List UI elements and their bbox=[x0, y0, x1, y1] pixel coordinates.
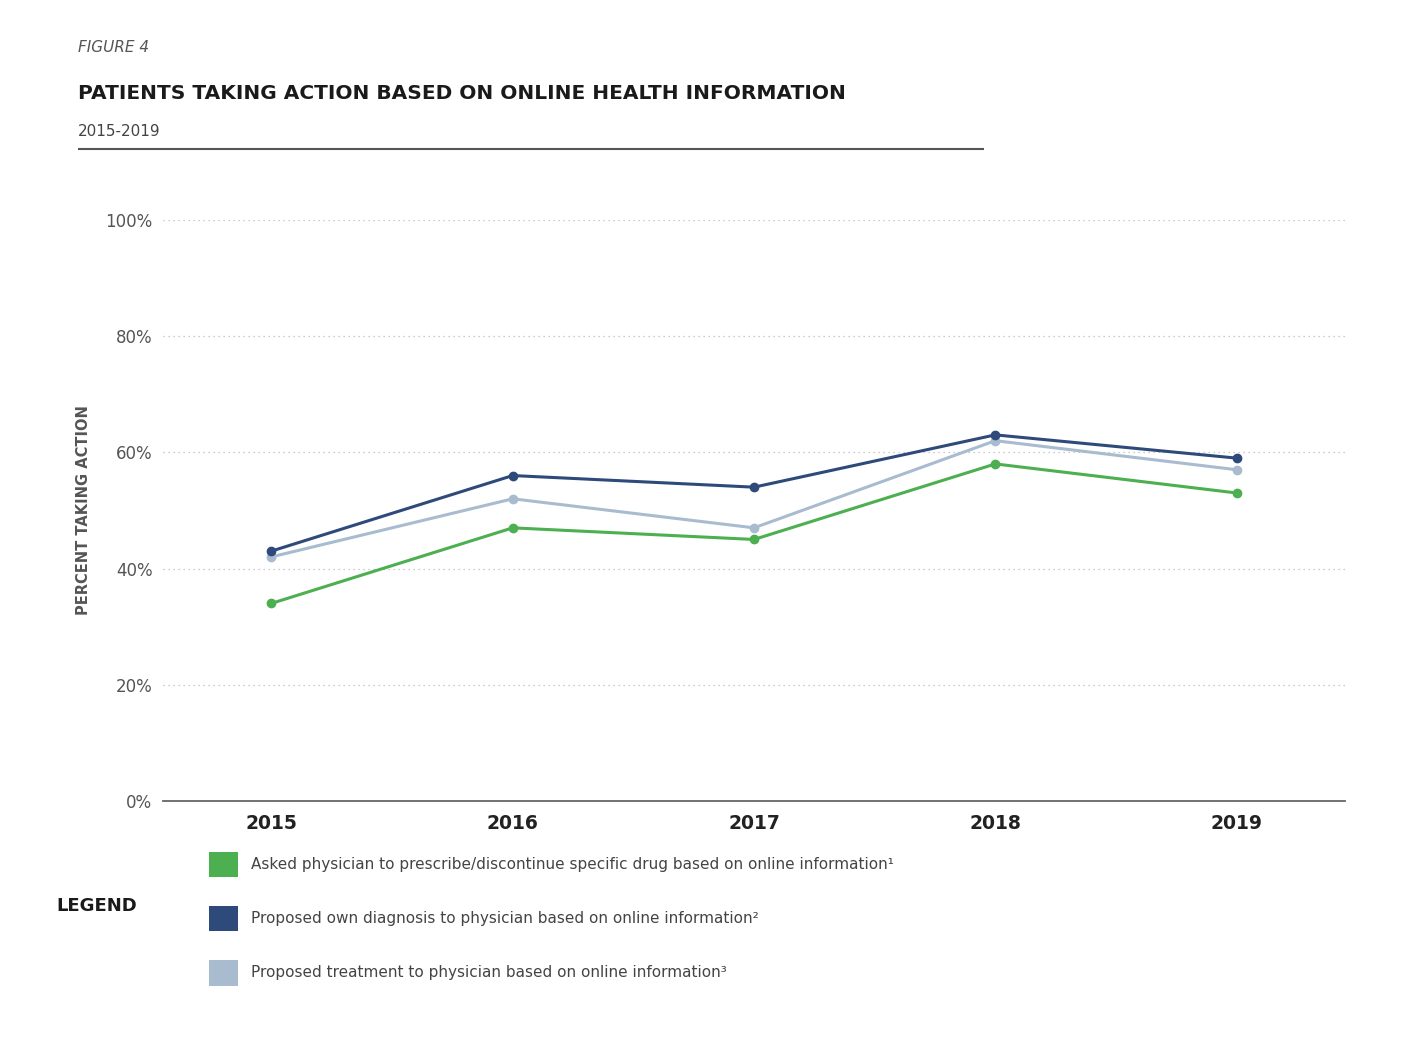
FancyBboxPatch shape bbox=[210, 960, 238, 985]
Text: 2015-2019: 2015-2019 bbox=[78, 124, 160, 138]
Text: PATIENTS TAKING ACTION BASED ON ONLINE HEALTH INFORMATION: PATIENTS TAKING ACTION BASED ON ONLINE H… bbox=[78, 84, 845, 103]
Text: LEGEND: LEGEND bbox=[57, 896, 137, 915]
Text: Proposed treatment to physician based on online information³: Proposed treatment to physician based on… bbox=[251, 965, 726, 980]
Text: Asked physician to prescribe/discontinue specific drug based on online informati: Asked physician to prescribe/discontinue… bbox=[251, 857, 893, 872]
FancyBboxPatch shape bbox=[210, 906, 238, 932]
Text: Proposed own diagnosis to physician based on online information²: Proposed own diagnosis to physician base… bbox=[251, 911, 759, 927]
Y-axis label: PERCENT TAKING ACTION: PERCENT TAKING ACTION bbox=[76, 405, 91, 616]
Text: FIGURE 4: FIGURE 4 bbox=[78, 40, 149, 54]
FancyBboxPatch shape bbox=[210, 852, 238, 877]
